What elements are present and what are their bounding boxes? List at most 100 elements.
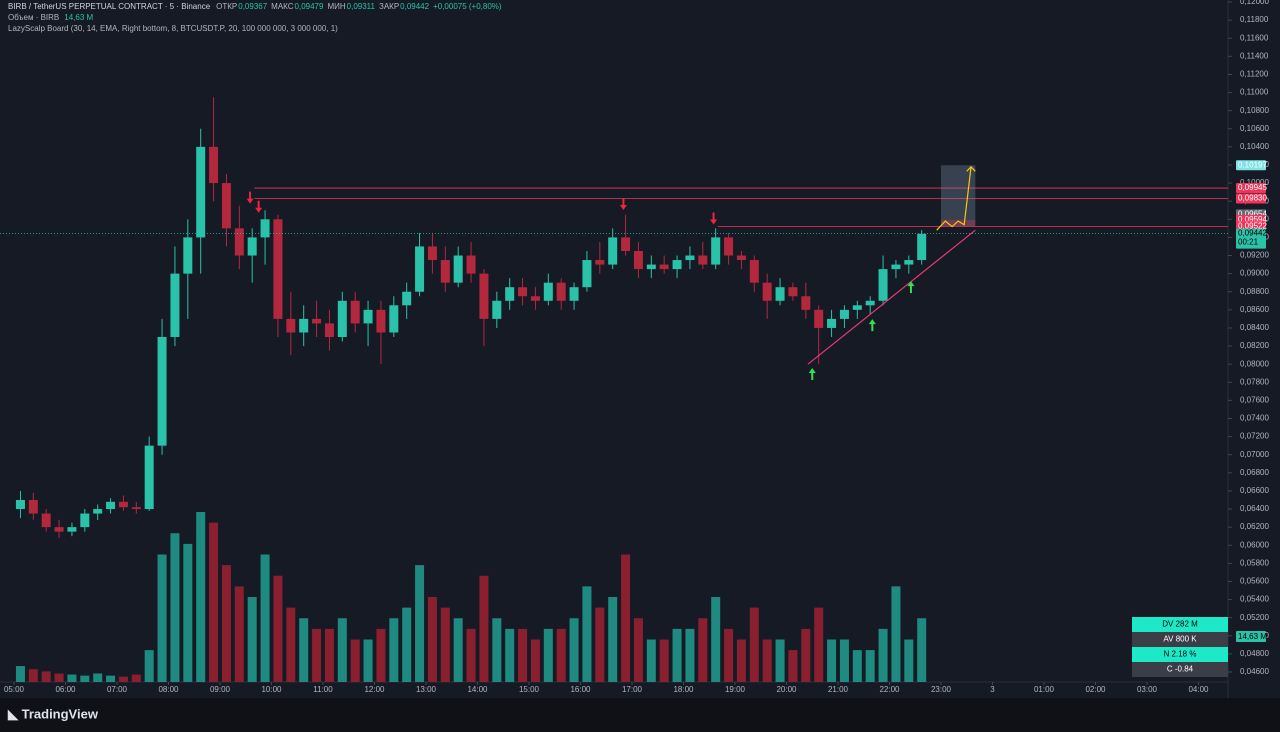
logo: ◣ TradingView [7, 706, 99, 721]
candle-body [518, 287, 528, 297]
signal-arrow-head [619, 205, 627, 210]
volume-bar [157, 554, 167, 682]
header-text: ОТКР [216, 2, 237, 11]
signal-arrow-head [710, 219, 718, 225]
price-label: 0,09442 [1238, 229, 1267, 238]
volume-bar [530, 639, 540, 682]
volume-bar [595, 607, 605, 682]
x-tick-label: 15:00 [519, 685, 540, 694]
candle-body [28, 499, 38, 514]
x-tick-label: 17:00 [622, 685, 643, 694]
volume-bar [299, 618, 309, 682]
volume-bar [659, 639, 669, 682]
y-tick-label: 0,11200 [1240, 70, 1269, 79]
header-text: 0,09311 [347, 2, 376, 11]
y-tick-label: 0,09000 [1240, 269, 1269, 278]
y-tick-label: 0,06600 [1240, 486, 1269, 495]
candle-body [389, 305, 399, 333]
y-tick-label: 0,04800 [1240, 649, 1269, 658]
candle-body [878, 269, 888, 301]
x-tick-label: 19:00 [725, 685, 746, 694]
volume-bar [118, 676, 128, 682]
volume-bar [54, 673, 64, 682]
y-tick-label: 0,08200 [1240, 341, 1269, 350]
candle-body [118, 501, 128, 508]
y-tick-label: 0,10800 [1240, 106, 1269, 115]
header-text: 0,09442 [400, 2, 429, 11]
volume-bar [479, 575, 489, 682]
volume-bar [724, 628, 734, 682]
candle-body [801, 296, 811, 310]
candle-body [131, 507, 141, 510]
candle-body [762, 282, 772, 301]
y-tick-label: 0,05800 [1240, 558, 1269, 567]
header-text: BIRB / TetherUS PERPETUAL CONTRACT · 5 ·… [8, 2, 211, 11]
volume-bar [41, 671, 51, 682]
volume-bar [221, 565, 231, 682]
y-tick-label: 0,11000 [1240, 88, 1269, 97]
volume-bar [389, 618, 399, 682]
y-tick-label: 0,11800 [1240, 15, 1269, 24]
volume-bar [839, 639, 849, 682]
y-tick-label: 0,09200 [1240, 251, 1269, 260]
volume-bar [273, 575, 283, 682]
y-tick-label: 0,12000 [1240, 0, 1269, 6]
board-cell [1132, 632, 1228, 647]
candle-body [234, 228, 244, 256]
candle-body [852, 305, 862, 310]
volume-bar [440, 607, 450, 682]
candle-body [312, 318, 322, 324]
candle-body [865, 300, 875, 306]
price-label-box [1236, 193, 1266, 204]
price-label: 0,09830 [1238, 194, 1267, 203]
volume-bar [28, 669, 38, 682]
candle-body [170, 273, 180, 337]
board-text: AV 800 K [1163, 635, 1197, 644]
volume-bar [518, 628, 528, 682]
volume-bar [788, 650, 798, 682]
volume-bar [170, 533, 180, 682]
y-tick-label: 0,07200 [1240, 432, 1269, 441]
header-text: МИН [327, 2, 345, 11]
header-text: +0,00075 (+0,80%) [433, 2, 502, 11]
candle-body [415, 246, 425, 292]
volume-bar [814, 607, 824, 682]
board-cell [1132, 647, 1228, 662]
y-tick-label: 0,10400 [1240, 142, 1269, 151]
y-tick-label: 0,06200 [1240, 522, 1269, 531]
x-tick-label: 10:00 [261, 685, 282, 694]
trend-line [807, 229, 976, 365]
candle-body [183, 237, 193, 274]
timer-label: 00:21 [1238, 238, 1259, 247]
volume-bar [505, 628, 515, 682]
candle-body [196, 146, 206, 238]
volume-bar [196, 512, 206, 682]
candle-body [15, 499, 25, 510]
volume-bar [621, 554, 631, 682]
y-tick-label: 0,05600 [1240, 577, 1269, 586]
y-tick-label: 0,07000 [1240, 450, 1269, 459]
candle-body [106, 501, 116, 510]
candle-body [736, 255, 746, 261]
candle-body [221, 183, 231, 229]
candle-body [402, 291, 412, 306]
board-cell [1132, 617, 1228, 632]
volume-bar [376, 628, 386, 682]
candle-body [144, 445, 154, 510]
candle-body [827, 318, 837, 328]
x-tick-label: 12:00 [364, 685, 385, 694]
board-text: DV 282 M [1162, 620, 1198, 629]
path-projection-arrow [966, 165, 976, 172]
volume-bar [15, 666, 25, 682]
header-text: ЗАКР [379, 2, 399, 11]
candle-body [466, 255, 476, 274]
x-tick-label: 3 [990, 685, 995, 694]
candle-body [543, 282, 553, 301]
y-tick-label: 0,08400 [1240, 323, 1269, 332]
x-tick-label: 09:00 [210, 685, 231, 694]
volume-bar [492, 618, 502, 682]
header-text: 0,09367 [238, 2, 267, 11]
candle-body [453, 255, 463, 283]
candle-body [209, 146, 219, 184]
candle-body [685, 255, 695, 261]
